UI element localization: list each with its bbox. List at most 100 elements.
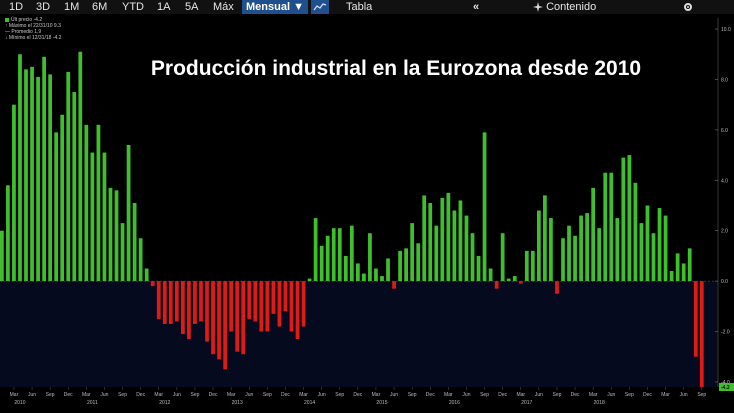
chart-toolbar: 1D 3D 1M 6M YTD 1A 5A Máx Mensual ▼ Tabl…: [0, 0, 734, 14]
bar: [543, 195, 547, 282]
bar: [579, 215, 583, 282]
bar: [597, 228, 602, 282]
x-tick-label: Jun: [462, 392, 470, 398]
x-tick-label: Sep: [190, 392, 199, 398]
bar: [187, 281, 191, 340]
bar: [651, 233, 656, 282]
bar: [355, 263, 360, 282]
bar: [669, 271, 674, 282]
bar: [494, 281, 499, 289]
x-tick-label: Dec: [426, 392, 435, 398]
period-3d-button[interactable]: 3D: [36, 1, 51, 13]
x-tick-label: Mar: [589, 392, 598, 398]
chart-title: Producción industrial en la Eurozona des…: [151, 57, 641, 80]
bar: [18, 54, 22, 282]
bar: [675, 253, 680, 282]
x-tick-label: Jun: [100, 392, 108, 398]
bar: [573, 235, 577, 282]
bar: [446, 192, 451, 282]
bar: [699, 281, 704, 387]
bar: [506, 278, 511, 282]
bar: [476, 255, 481, 282]
bar: [235, 281, 240, 352]
bar: [42, 56, 46, 282]
bar: [416, 243, 421, 282]
bar: [205, 281, 209, 342]
bar: [627, 155, 632, 282]
bar: [536, 210, 541, 282]
x-tick-label: Sep: [263, 392, 272, 398]
bar: [0, 230, 4, 282]
bar: [259, 281, 264, 332]
bar: [434, 225, 439, 282]
x-tick-label: Sep: [408, 392, 417, 398]
chart-area: -4.0 -2.0 0.0 2.0 4.0 6.0 8.0 10.0 -4.2 Mar Jun Sep…: [0, 14, 734, 408]
bar: [488, 268, 493, 282]
bar: [591, 187, 596, 282]
legend-row-max: ↑ Máximo el 22/31/10 9.3: [5, 23, 61, 29]
period-ytd-button[interactable]: YTD: [122, 1, 144, 13]
bar: [120, 223, 125, 282]
bar: [368, 233, 372, 282]
bar: [181, 281, 185, 335]
bar: [150, 281, 155, 287]
period-1d-button[interactable]: 1D: [9, 1, 24, 13]
period-5a-button[interactable]: 5A: [185, 1, 199, 13]
bar: [404, 248, 408, 282]
period-1m-button[interactable]: 1M: [64, 1, 80, 13]
content-button[interactable]: Contenido: [533, 0, 596, 14]
x-tick-label: Mar: [372, 392, 381, 398]
x-tick-label: Mar: [10, 392, 19, 398]
period-6m-button[interactable]: 6M: [92, 1, 108, 13]
x-tick-label: Dec: [643, 392, 652, 398]
bar: [500, 233, 505, 282]
bar: [48, 74, 53, 282]
bar: [307, 278, 312, 282]
bar: [410, 223, 415, 282]
bar: [663, 215, 668, 282]
period-max-button[interactable]: Máx: [213, 1, 234, 13]
bar: [555, 281, 559, 294]
year-label: 2016: [449, 400, 460, 406]
bar: [386, 258, 390, 282]
period-1a-button[interactable]: 1A: [157, 1, 171, 13]
bar: [108, 187, 113, 282]
bar: [464, 215, 469, 282]
collapse-icon[interactable]: «: [473, 1, 480, 13]
frequency-dropdown[interactable]: Mensual ▼: [242, 0, 308, 14]
table-view-button[interactable]: Tabla: [346, 1, 373, 13]
y-tick-label: 0.0: [721, 279, 728, 285]
bar: [325, 235, 330, 282]
bar: [138, 238, 143, 282]
x-tick-label: Dec: [353, 392, 362, 398]
chart-legend: Últ precio -4.2 ↑ Máximo el 22/31/10 9.3…: [5, 17, 61, 41]
gear-icon[interactable]: [683, 0, 693, 14]
bar: [561, 238, 565, 282]
bar: [374, 268, 378, 282]
line-chart-icon[interactable]: [311, 0, 329, 14]
bar: [60, 114, 65, 282]
bar: [319, 245, 324, 282]
x-tick-label: Mar: [299, 392, 308, 398]
bar: [217, 281, 221, 360]
bar: [518, 281, 523, 284]
x-tick-label: Mar: [227, 392, 236, 398]
y-tick-label: 6.0: [721, 128, 728, 134]
bar: [458, 200, 463, 282]
x-tick-label: Jun: [535, 392, 543, 398]
bar: [156, 281, 161, 319]
bar: [144, 268, 149, 282]
bar: [277, 281, 282, 327]
bar: [530, 250, 535, 282]
bar: [199, 281, 203, 322]
bar: [380, 276, 384, 282]
bar: [6, 185, 10, 282]
year-label: 2011: [87, 400, 98, 406]
y-tick-label: 4.0: [721, 178, 728, 184]
bar-chart: -4.0 -2.0 0.0 2.0 4.0 6.0 8.0 10.0 -4.2 Mar Jun Sep…: [0, 18, 734, 406]
bar: [609, 172, 614, 282]
bar: [271, 281, 276, 314]
bar: [223, 281, 227, 370]
bar: [174, 281, 179, 322]
negative-zone: [0, 281, 718, 387]
